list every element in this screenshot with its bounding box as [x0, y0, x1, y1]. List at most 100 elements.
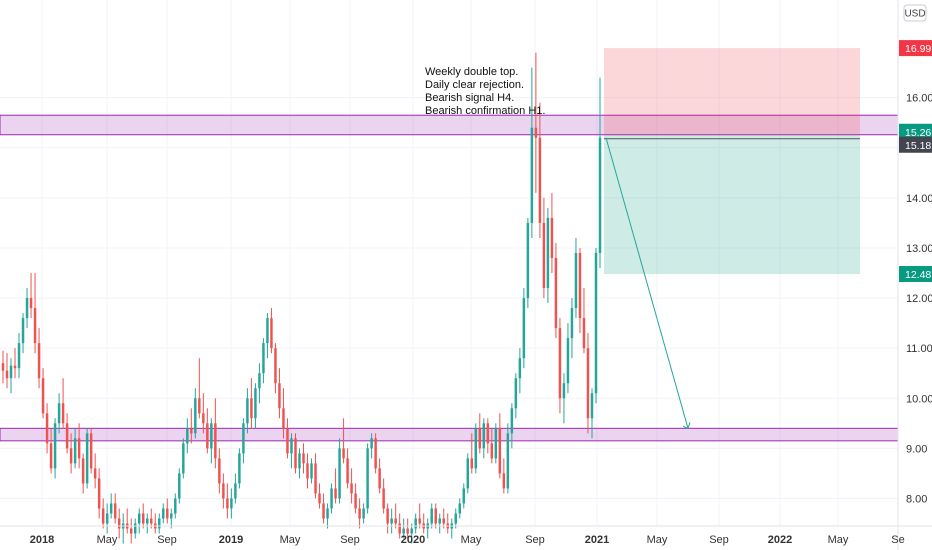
candle-body — [338, 448, 341, 499]
candle-body — [202, 413, 205, 424]
candle-body — [41, 378, 45, 414]
stop-loss-area — [604, 48, 860, 135]
candle-body — [274, 348, 277, 384]
price-badge — [899, 266, 932, 283]
candle-body — [170, 513, 173, 519]
candle-body — [482, 423, 486, 449]
candle-body — [270, 318, 273, 349]
candle-body — [306, 463, 309, 479]
x-tick-label: May — [647, 534, 668, 546]
price-badge-label: 15.26 — [905, 127, 931, 139]
annotation-line: Bearish confirmation H1. — [425, 105, 545, 117]
candle-body — [246, 398, 249, 424]
candle-body — [550, 217, 554, 258]
candle-body — [294, 438, 297, 469]
candle-body — [230, 498, 233, 509]
candle-body — [85, 433, 89, 484]
candle-body — [362, 508, 365, 519]
candle-body — [590, 393, 594, 419]
candle-body — [438, 518, 441, 524]
candle-body — [466, 458, 470, 489]
candle-body — [554, 257, 558, 329]
candle-body — [334, 488, 337, 499]
candle-body — [81, 458, 85, 484]
candle-body — [49, 443, 53, 469]
candle-body — [37, 343, 41, 379]
candle-body — [454, 513, 458, 524]
zones — [0, 114, 899, 442]
candle-body — [5, 370, 9, 379]
candle-body — [526, 222, 530, 299]
candle-body — [326, 508, 329, 519]
candle-body — [77, 438, 81, 459]
x-tick-label: May — [97, 534, 118, 546]
x-tick-label: 2022 — [768, 534, 792, 546]
candle-body — [530, 127, 534, 223]
projection-arrow-head — [682, 422, 691, 429]
x-tick-label: Sep — [157, 534, 177, 546]
candle-body — [354, 493, 357, 509]
candle-body — [166, 508, 169, 519]
candle-body — [254, 388, 257, 419]
candle-body — [178, 473, 181, 499]
support-zone — [0, 427, 899, 442]
candle-body — [105, 513, 109, 524]
candle-body — [290, 438, 293, 454]
candle-body — [198, 398, 201, 414]
x-tick-label: 2021 — [585, 534, 609, 546]
candle-body — [278, 383, 281, 409]
candle-body — [366, 448, 369, 509]
candle-body — [190, 428, 193, 434]
candle-body — [129, 528, 133, 534]
x-tick-label: 2020 — [401, 534, 425, 546]
candle-body — [210, 423, 213, 449]
candle-body — [234, 483, 237, 499]
candle-body — [109, 503, 113, 514]
candle-body — [462, 488, 466, 504]
candle-body — [502, 473, 506, 489]
candle-body — [414, 518, 417, 529]
candle-body — [174, 498, 177, 514]
short-position-tool[interactable] — [604, 48, 860, 275]
candle-body — [378, 468, 381, 489]
candle-body — [286, 428, 289, 454]
candle-body — [358, 508, 361, 519]
candle-body — [9, 365, 13, 379]
candle-body — [113, 503, 117, 519]
candle-body — [65, 423, 69, 449]
price-badge-label: 12.48 — [905, 269, 931, 281]
candle-body — [566, 338, 570, 384]
candle-body — [458, 503, 462, 514]
candle-body — [158, 518, 161, 529]
candle-body — [222, 483, 225, 499]
candle-body — [238, 453, 241, 484]
candle-body — [546, 217, 550, 289]
candle-body — [390, 518, 393, 524]
overlay — [605, 137, 691, 429]
annotation: Weekly double top.Daily clear rejection.… — [425, 66, 545, 117]
candle-body — [442, 518, 445, 524]
candle-body — [430, 508, 433, 524]
grid — [0, 0, 898, 526]
candle-body — [298, 453, 301, 469]
candle-body — [29, 298, 33, 309]
candle-body — [262, 343, 265, 374]
candle-body — [330, 488, 333, 509]
candle-body — [370, 438, 373, 449]
candle-body — [266, 318, 269, 344]
candle-body — [534, 127, 538, 138]
x-tick-label: 2018 — [30, 534, 54, 546]
y-tick-label: 12.00 — [906, 293, 932, 305]
candle-body — [101, 508, 105, 524]
candle-body — [478, 428, 482, 449]
currency-label: USD — [903, 4, 927, 22]
y-tick-label: 10.00 — [906, 393, 932, 405]
candle-body — [194, 398, 197, 434]
candle-body — [506, 433, 510, 489]
candle-body — [1, 363, 5, 371]
candle-body — [490, 443, 494, 459]
candle-body — [562, 383, 566, 399]
annotation-line: Bearish signal H4. — [425, 92, 514, 104]
y-tick-label: 9.00 — [906, 443, 927, 455]
